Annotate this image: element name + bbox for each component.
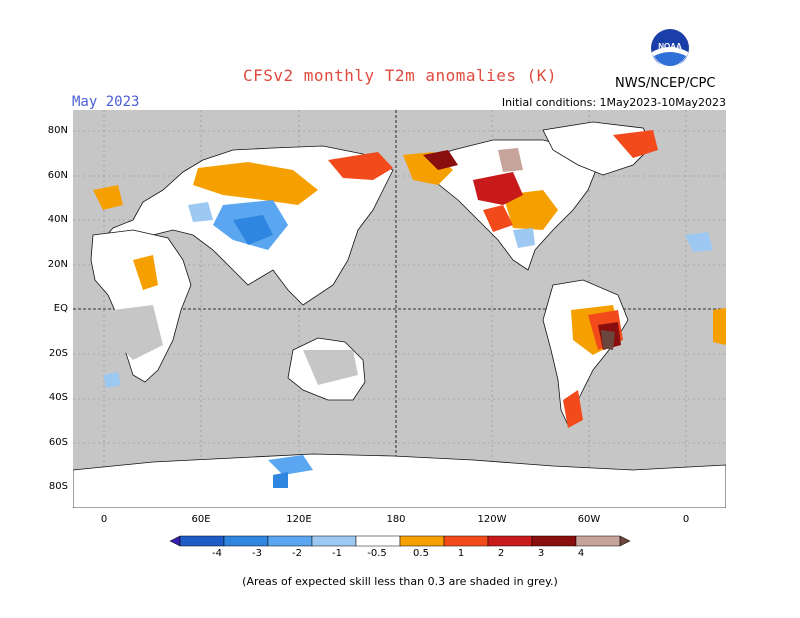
colorbar-label-4: 4 — [577, 548, 585, 559]
colorbar-label-minus4: -4 — [212, 548, 222, 559]
colorbar-label-minus0-5: -0.5 — [367, 548, 387, 559]
lon-label-120w: 120W — [477, 514, 507, 525]
initial-conditions: Initial conditions: 1May2023-10May2023 — [501, 96, 726, 109]
lat-label-60s: 60S — [48, 437, 68, 448]
colorbar-label-0-5: 0.5 — [413, 548, 429, 559]
colorbar-label-minus3: -3 — [252, 548, 262, 559]
colorbar-swatch — [355, 535, 401, 547]
colorbar-swatch — [179, 535, 225, 547]
lon-label-60e: 60E — [191, 514, 211, 525]
colorbar-label-1: 1 — [457, 548, 465, 559]
colorbar-swatch — [487, 535, 533, 547]
lon-label-0-right: 0 — [682, 514, 690, 525]
lon-label-60w: 60W — [577, 514, 601, 525]
map-title: CFSv2 monthly T2m anomalies (K) — [242, 66, 558, 85]
colorbar-swatch — [267, 535, 313, 547]
colorbar-label-2: 2 — [497, 548, 505, 559]
noaa-logo-icon: NOAA — [651, 29, 689, 68]
colorbar-swatch — [575, 535, 621, 547]
colorbar-swatches — [170, 535, 630, 547]
lat-label-40s: 40S — [48, 392, 68, 403]
colorbar-label-3: 3 — [537, 548, 545, 559]
colorbar-swatch — [311, 535, 357, 547]
colorbar-swatch — [399, 535, 445, 547]
lon-label-180: 180 — [386, 514, 406, 525]
colorbar-left-arrow — [170, 535, 181, 547]
lat-label-80n: 80N — [47, 125, 68, 136]
skill-note: (Areas of expected skill less than 0.3 a… — [242, 575, 558, 588]
colorbar-label-minus1: -1 — [332, 548, 342, 559]
colorbar — [170, 535, 630, 547]
anomaly-patches — [93, 130, 726, 488]
lat-label-20s: 20S — [48, 348, 68, 359]
equator-dateline — [73, 110, 726, 508]
colorbar-right-arrow — [619, 535, 630, 547]
lat-label-60n: 60N — [47, 170, 68, 181]
lon-label-0: 0 — [100, 514, 108, 525]
colorbar-label-minus2: -2 — [292, 548, 302, 559]
lat-label-40n: 40N — [47, 214, 68, 225]
organization-label: NWS/NCEP/CPC — [615, 76, 716, 91]
lat-label-80s: 80S — [48, 481, 68, 492]
colorbar-swatch — [223, 535, 269, 547]
lon-label-120e: 120E — [286, 514, 312, 525]
anomaly-map — [73, 110, 726, 508]
colorbar-swatch — [443, 535, 489, 547]
colorbar-swatch — [531, 535, 577, 547]
lat-label-eq: EQ — [53, 303, 68, 314]
lat-label-20n: 20N — [47, 259, 68, 270]
svg-text:NOAA: NOAA — [658, 42, 682, 51]
forecast-month: May 2023 — [72, 94, 140, 110]
